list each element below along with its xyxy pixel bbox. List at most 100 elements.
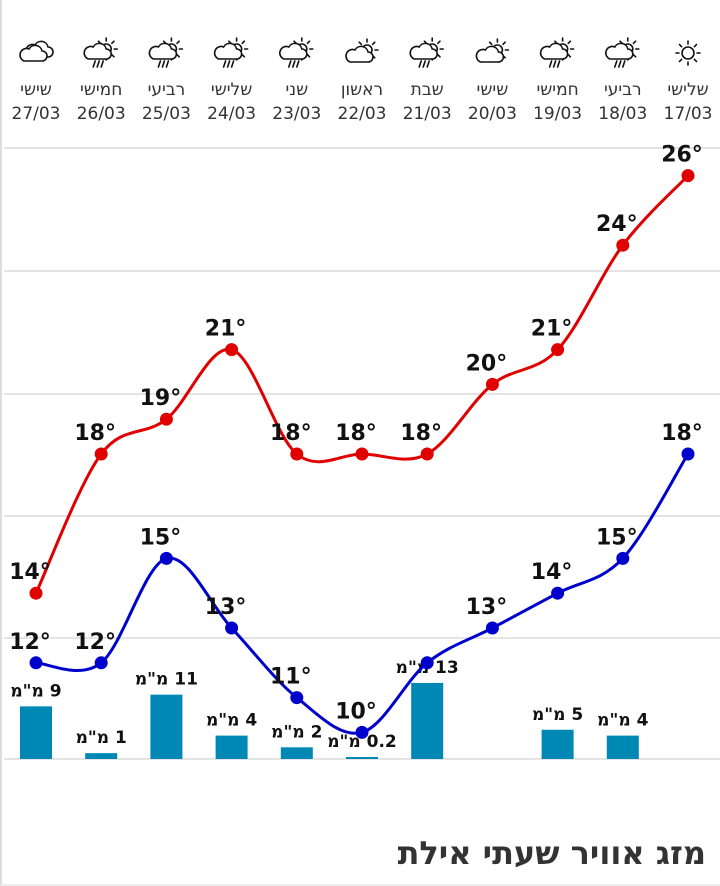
low-temp-point [485,621,499,635]
low-temp-label: 13° [466,595,508,620]
sun-ray [306,53,311,58]
high-temp-label: 18° [74,421,116,446]
rain-bar [411,682,444,759]
day-date: 19/03 [533,104,582,124]
rain-drop [157,60,162,68]
low-temp-point [681,447,695,461]
rain-drop [548,60,553,68]
sun-ray [437,40,441,45]
day-name: שישי [477,80,509,100]
high-temp-point [420,447,434,461]
day-date: 27/03 [12,104,61,124]
high-temp-point [29,586,43,600]
sun-ray [241,53,246,58]
rain-drop [295,60,300,68]
low-temp-label: 14° [531,560,573,585]
rain-label: 4 מ"מ [597,711,648,731]
day-date: 22/03 [338,104,387,124]
rain-drop [100,60,104,68]
rain-partly-sunny-icon [213,37,249,68]
rain-drop [426,60,431,68]
rain-drop [422,60,427,68]
high-temp-label: 18° [335,421,377,446]
cloud-shape [213,42,243,60]
high-temp-label: 18° [270,421,312,446]
rain-drop [291,60,296,68]
cloud-shape [148,42,178,60]
low-temp-point [420,656,434,670]
cloud-shape [605,42,634,60]
sun-ray [567,53,572,58]
high-temp-point [355,447,369,461]
sun-ray [693,43,698,48]
low-temp-point [225,621,239,635]
high-temp-point [616,238,630,252]
cloud-shape [539,42,569,60]
day-date: 23/03 [272,104,321,124]
rain-bar [85,753,118,759]
day-date: 26/03 [77,104,126,124]
rain-drop [230,60,235,68]
rain-partly-sunny-icon [279,37,314,68]
low-temp-point [551,586,565,600]
cloud-shape [409,42,438,60]
sun-ray [176,40,180,45]
high-temp-line [34,174,690,594]
high-temp-point [551,343,565,357]
partly-cloudy-icon [475,38,510,63]
rain-bar [150,694,183,759]
rain-drop [161,60,166,68]
rain-bar [606,735,639,759]
cloud-shape [345,45,374,63]
rain-drop [96,60,100,68]
high-temp-point [681,169,695,183]
sun-ray [567,40,572,45]
rain-drop [613,60,618,68]
high-temp-label: 19° [140,386,182,411]
rain-bar [541,729,574,759]
rain-label: 4 מ"מ [206,711,257,731]
cloud-shape [83,42,112,60]
day-name: שישי [20,80,52,100]
high-temp-label: 20° [466,351,508,376]
rain-label: 0.2 מ"מ [327,732,397,752]
sun-ray [241,40,246,45]
high-temp-point [290,447,304,461]
low-temp-line [35,453,690,735]
high-temp-point [159,412,173,426]
sun-ray [111,53,115,58]
cloud-shape [19,44,48,62]
low-temp-label: 11° [270,665,312,690]
day-date: 24/03 [207,104,256,124]
sun-ray [678,58,683,63]
partly-cloudy-icon [345,38,379,63]
sun-ray [693,58,698,63]
low-temp-point [94,656,108,670]
cloudy-icon [19,40,54,62]
rain-partly-sunny-icon [83,37,118,68]
high-temp-point [225,343,239,357]
cloud-shape [475,45,505,63]
sun-ray [502,41,506,46]
low-temp-point [616,551,630,565]
rain-label: 11 מ"מ [135,670,198,690]
rain-drop [418,60,423,68]
low-temp-point [159,551,173,565]
sun-ray [371,41,376,46]
cloud-shape [279,42,308,60]
rain-drop [287,60,292,68]
day-name: שלישי [667,80,708,100]
low-temp-label: 15° [140,525,182,550]
rain-drop [165,60,170,68]
sun-disc [681,46,695,60]
day-name: רביעי [604,80,642,100]
rain-partly-sunny-icon [539,37,575,68]
low-temp-label: 12° [74,630,116,655]
high-temp-label: 14° [9,560,51,585]
rain-drop [226,60,231,68]
rain-label: 5 מ"מ [532,705,583,725]
day-name: שבת [411,80,444,100]
rain-drop [621,60,626,68]
